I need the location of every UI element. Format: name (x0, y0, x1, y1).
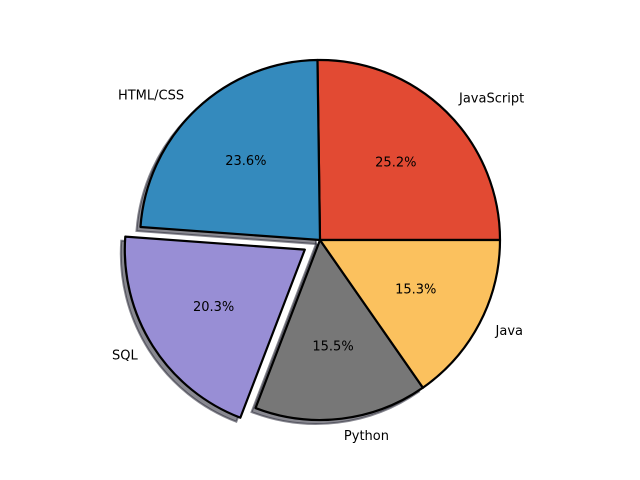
slice-java (318, 238, 502, 389)
slice-wedges (123, 58, 502, 422)
slice-label-html-css: HTML/CSS (118, 88, 184, 103)
slice-percent-java: 15.3% (395, 282, 436, 297)
slice-html-css (139, 58, 322, 242)
slice-percent-python: 15.5% (312, 340, 353, 355)
slice-javascript (316, 58, 502, 242)
slice-label-python: Python (344, 429, 389, 444)
slice-label-java: Java (495, 324, 523, 339)
slice-label-sql: SQL (112, 348, 138, 363)
slice-percent-sql: 20.3% (193, 300, 234, 315)
slice-labels: JavaScript 25.2% HTML/CSS 23.6% SQL 20.3% Pyth… (112, 88, 524, 444)
slice-percent-html-css: 23.6% (225, 154, 266, 169)
slice-python (254, 238, 424, 422)
slice-sql (123, 235, 306, 419)
slice-label-javascript: JavaScript (458, 92, 524, 107)
slice-percent-javascript: 25.2% (375, 156, 416, 171)
